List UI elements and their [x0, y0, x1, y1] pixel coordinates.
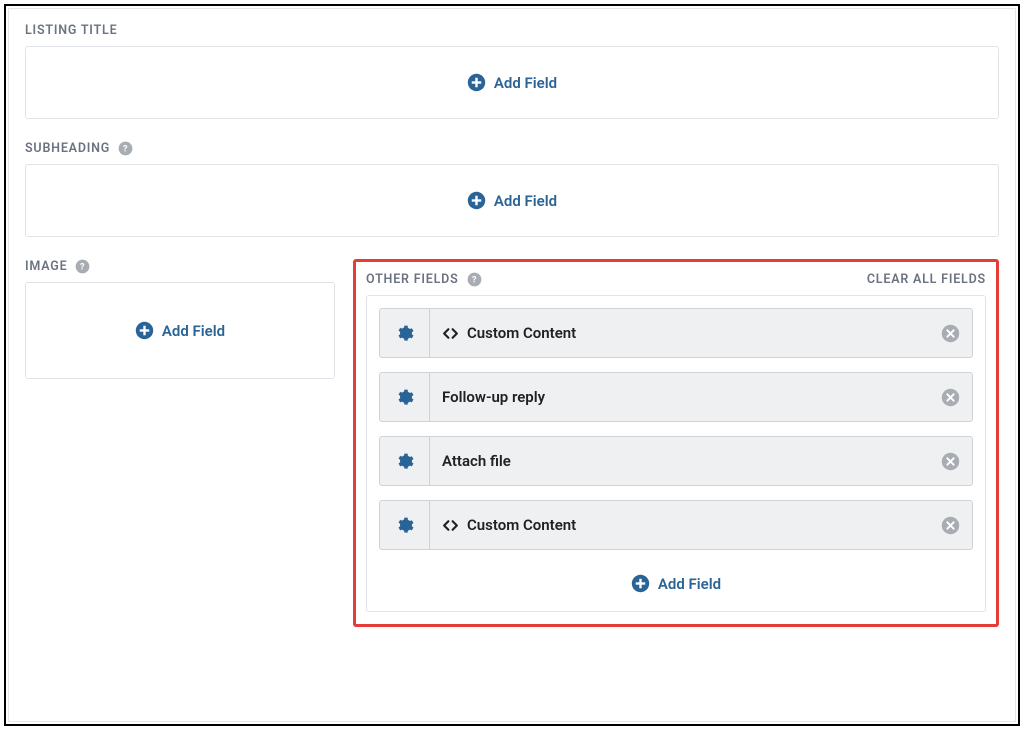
help-icon[interactable]: ?	[75, 259, 90, 274]
add-field-button[interactable]: Add Field	[135, 321, 225, 340]
field-label: Follow-up reply	[442, 388, 545, 406]
plus-circle-icon	[135, 321, 154, 340]
field-item[interactable]: Custom Content	[379, 308, 973, 358]
field-remove-button[interactable]	[928, 501, 972, 549]
field-item[interactable]: Custom Content	[379, 500, 973, 550]
field-label: Attach file	[442, 452, 511, 470]
svg-text:?: ?	[123, 144, 128, 155]
add-field-label: Add Field	[162, 322, 225, 340]
plus-circle-icon	[467, 191, 486, 210]
field-remove-button[interactable]	[928, 309, 972, 357]
other-fields-box: Custom Content Follow-up reply Attach file…	[366, 295, 986, 612]
subheading-label: SUBHEADING ?	[25, 141, 999, 156]
field-remove-button[interactable]	[928, 373, 972, 421]
field-settings-button[interactable]	[380, 309, 430, 357]
clear-all-fields-link[interactable]: CLEAR ALL FIELDS	[867, 272, 986, 287]
other-fields-add-row: Add Field	[379, 550, 973, 599]
field-item[interactable]: Follow-up reply	[379, 372, 973, 422]
field-settings-button[interactable]	[380, 373, 430, 421]
field-label: Custom Content	[467, 516, 576, 534]
image-box: Add Field	[25, 282, 335, 379]
code-icon	[442, 325, 459, 342]
field-settings-button[interactable]	[380, 437, 430, 485]
close-icon	[941, 516, 960, 535]
help-icon[interactable]: ?	[118, 141, 133, 156]
image-label-text: IMAGE	[25, 259, 67, 274]
image-label: IMAGE ?	[25, 259, 335, 274]
gear-icon	[395, 388, 414, 407]
subheading-box: Add Field	[25, 164, 999, 237]
svg-text:?: ?	[80, 262, 85, 273]
gear-icon	[395, 516, 414, 535]
field-label-cell: Attach file	[430, 437, 928, 485]
plus-circle-icon	[467, 73, 486, 92]
field-label-cell: Custom Content	[430, 501, 928, 549]
listing-title-label-text: LISTING TITLE	[25, 23, 117, 38]
other-fields-column: OTHER FIELDS ? CLEAR ALL FIELDS Custom C…	[353, 259, 999, 627]
field-item[interactable]: Attach file	[379, 436, 973, 486]
other-fields-label: OTHER FIELDS ?	[366, 272, 482, 287]
image-column: IMAGE ? Add Field	[25, 259, 335, 379]
field-label: Custom Content	[467, 324, 576, 342]
add-field-label: Add Field	[494, 74, 557, 92]
screenshot-frame: LISTING TITLE Add Field SUBHEADING ? Add…	[4, 4, 1020, 726]
field-label-cell: Follow-up reply	[430, 373, 928, 421]
listing-title-box: Add Field	[25, 46, 999, 119]
subheading-label-text: SUBHEADING	[25, 141, 110, 156]
code-icon	[442, 517, 459, 534]
close-icon	[941, 324, 960, 343]
help-icon[interactable]: ?	[467, 272, 482, 287]
listing-title-label: LISTING TITLE	[25, 23, 999, 38]
add-field-label: Add Field	[494, 192, 557, 210]
close-icon	[941, 452, 960, 471]
gear-icon	[395, 324, 414, 343]
gear-icon	[395, 452, 414, 471]
other-fields-label-text: OTHER FIELDS	[366, 272, 459, 287]
add-field-button[interactable]: Add Field	[467, 191, 557, 210]
field-remove-button[interactable]	[928, 437, 972, 485]
other-fields-highlight: OTHER FIELDS ? CLEAR ALL FIELDS Custom C…	[353, 259, 999, 627]
form-panel: LISTING TITLE Add Field SUBHEADING ? Add…	[8, 8, 1016, 722]
svg-text:?: ?	[471, 275, 476, 286]
other-fields-header: OTHER FIELDS ? CLEAR ALL FIELDS	[366, 272, 986, 287]
add-field-button[interactable]: Add Field	[467, 73, 557, 92]
close-icon	[941, 388, 960, 407]
plus-circle-icon	[631, 574, 650, 593]
add-field-label: Add Field	[658, 575, 721, 593]
add-field-button[interactable]: Add Field	[631, 574, 721, 593]
lower-row: IMAGE ? Add Field OTHER FIELDS ? CLEAR A…	[25, 259, 999, 627]
field-label-cell: Custom Content	[430, 309, 928, 357]
field-settings-button[interactable]	[380, 501, 430, 549]
